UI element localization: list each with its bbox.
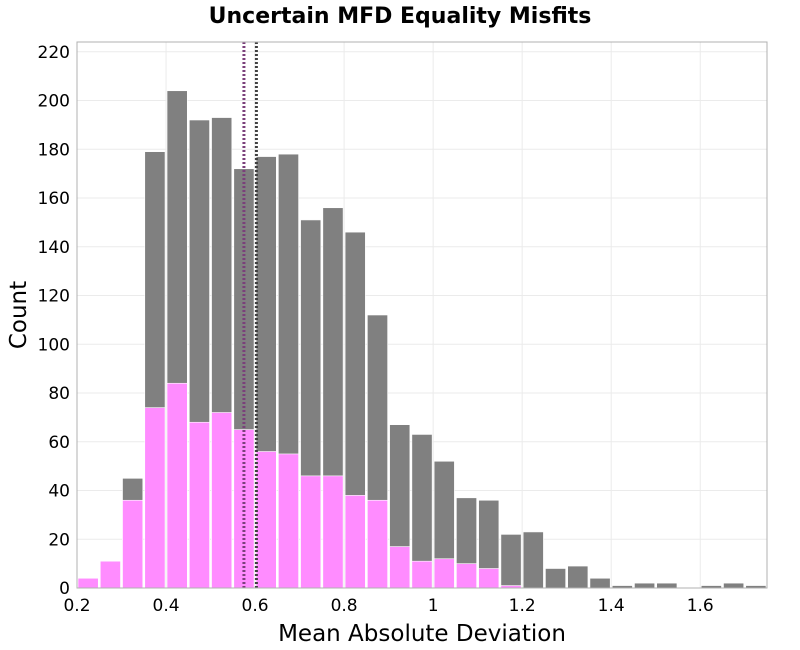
- bar-subset: [166, 382, 188, 589]
- y-tick-label: 100: [38, 335, 70, 355]
- bar-subset: [300, 475, 322, 589]
- bar-total: [723, 582, 745, 589]
- x-axis-title: Mean Absolute Deviation: [278, 621, 566, 647]
- bar-subset: [411, 560, 433, 589]
- bar-subset: [389, 546, 411, 589]
- x-tick-label: 0.4: [153, 596, 180, 616]
- x-tick-label: 1.2: [509, 596, 536, 616]
- bar-subset: [188, 421, 210, 589]
- bar-subset: [433, 558, 455, 589]
- bars-layer: [77, 90, 767, 589]
- bar-subset: [211, 412, 233, 589]
- bar-total: [567, 565, 589, 589]
- bar-subset: [278, 453, 299, 589]
- y-tick-label: 180: [38, 140, 70, 160]
- bar-subset: [77, 577, 99, 589]
- x-tick-label: 0.2: [63, 596, 90, 616]
- y-tick-label: 40: [48, 482, 70, 502]
- bar-subset: [478, 568, 500, 589]
- bar-subset: [233, 429, 255, 589]
- x-tick-label: 0.8: [331, 596, 358, 616]
- x-tick-label: 1.4: [598, 596, 625, 616]
- chart-title: Uncertain MFD Equality Misfits: [209, 4, 592, 29]
- y-tick-label: 220: [38, 43, 70, 63]
- bar-total: [545, 568, 566, 589]
- bar-subset: [255, 451, 277, 589]
- y-tick-label: 20: [48, 530, 70, 550]
- bar-subset: [344, 495, 366, 589]
- bar-subset: [322, 475, 344, 589]
- bar-total: [522, 531, 544, 589]
- bar-subset: [122, 499, 144, 589]
- bar-subset: [99, 560, 121, 589]
- x-tick-label: 1.6: [687, 596, 714, 616]
- y-tick-labels: 0 20 40 60 80 100 120 140 160 180 200 220: [38, 43, 70, 599]
- y-tick-label: 140: [38, 238, 70, 258]
- y-tick-label: 160: [38, 189, 70, 209]
- plot-frame: [76, 41, 768, 589]
- y-axis-title: Count: [6, 281, 32, 349]
- bar-subset: [144, 407, 166, 589]
- bar-subset: [456, 563, 477, 589]
- x-tick-label: 0.6: [242, 596, 269, 616]
- x-tick-label: 1: [428, 596, 439, 616]
- y-tick-label: 80: [48, 384, 70, 404]
- y-tick-label: 200: [38, 92, 70, 112]
- reference-lines-layer: [242, 42, 258, 588]
- bar-total: [656, 582, 678, 589]
- y-tick-label: 120: [38, 287, 70, 307]
- y-tick-label: 60: [48, 433, 70, 453]
- x-tick-labels: 0.2 0.4 0.6 0.8 1 1.2 1.4 1.6: [63, 596, 713, 616]
- bar-total: [634, 582, 656, 589]
- bar-total: [500, 534, 522, 589]
- bar-subset: [367, 499, 388, 589]
- bar-total: [589, 577, 611, 589]
- y-tick-label: 0: [59, 579, 70, 599]
